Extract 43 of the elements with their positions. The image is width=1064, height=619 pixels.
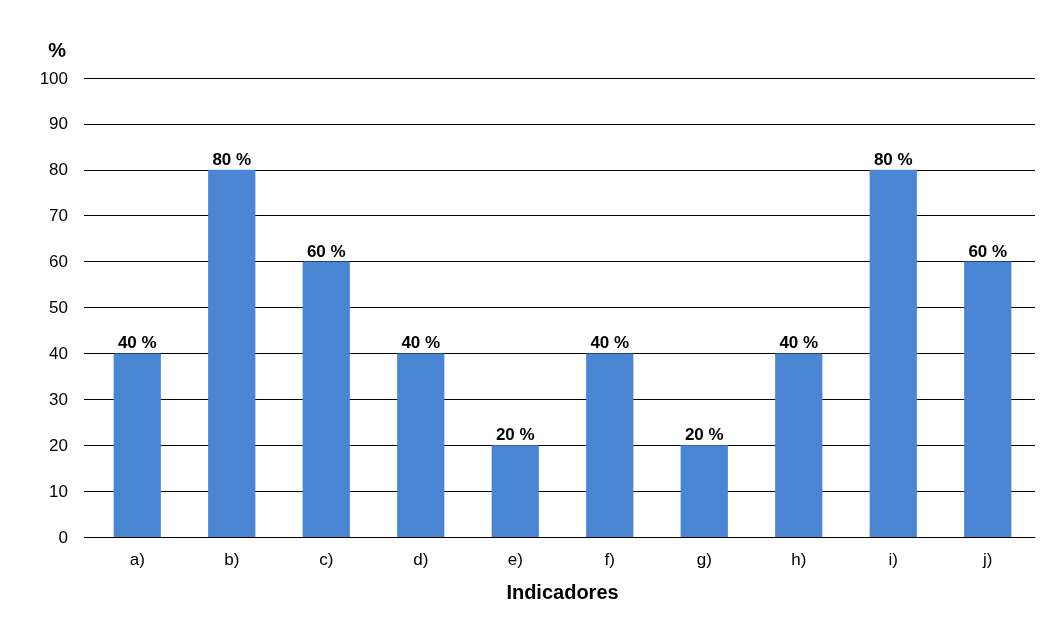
x-tick-label: a) [129,550,145,569]
x-tick-label: e) [507,550,523,569]
bar [964,261,1012,537]
y-tick-label: 20 [49,435,68,455]
data-label: 80 % [873,149,913,169]
data-label: 40 % [401,333,441,353]
x-tick-label: h) [791,550,807,569]
data-label: 60 % [968,241,1008,261]
bar [586,353,634,537]
data-label: 20 % [684,425,724,445]
y-tick-label: 10 [49,481,68,501]
x-tick-label: d) [413,550,429,569]
data-label: 80 % [212,149,252,169]
y-tick-label: 60 [49,252,68,272]
y-tick-label: 90 [49,114,68,134]
bar [113,353,161,537]
data-label: 40 % [117,333,157,353]
y-tick-label: 100 [39,68,68,88]
data-label: 20 % [495,425,535,445]
bar [208,169,256,537]
bar [775,353,823,537]
bar [869,169,917,537]
y-axis-title: % [48,39,67,61]
x-tick-label: g) [696,550,712,569]
y-tick-label: 50 [49,298,68,317]
x-tick-label: b) [224,550,240,569]
bar [302,261,350,537]
bar [680,445,728,537]
bar [397,353,445,537]
data-label: 40 % [779,333,819,353]
y-tick-label: 30 [49,389,68,409]
data-label: 40 % [590,333,630,353]
x-tick-label: c) [319,550,334,569]
y-tick-label: 40 [49,343,68,363]
x-tick-label: i) [888,550,898,569]
x-tick-label: f) [604,550,615,569]
y-tick-label: 80 [49,160,68,180]
bar [491,445,539,537]
x-tick-label: j) [982,550,993,569]
x-axis-title: Indicadores [506,581,619,603]
data-label: 60 % [306,241,346,261]
y-tick-label: 0 [58,527,68,547]
y-tick-label: 70 [49,206,68,226]
